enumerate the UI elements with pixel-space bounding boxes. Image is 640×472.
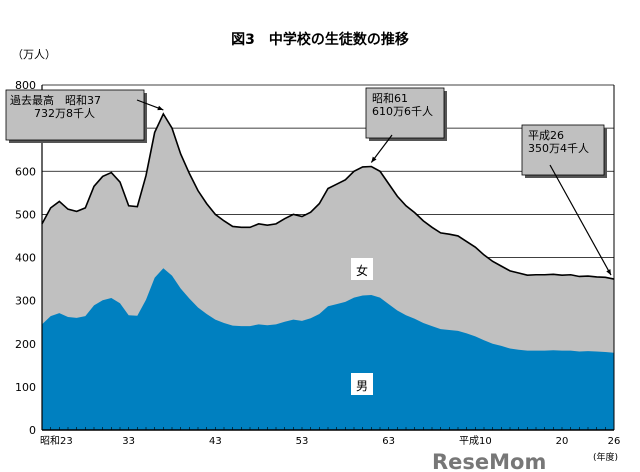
x-tick-label: 26 [608,436,621,447]
annotation-box [521,124,605,176]
y-tick-label: 500 [15,208,36,221]
annotation-text: 732万8千人 [34,107,95,120]
y-tick-label: 800 [15,79,36,92]
arrowhead [606,269,611,276]
arrowhead [157,105,164,111]
series-label: 女 [356,263,368,278]
annotation-box [5,89,145,141]
x-tick-label: 63 [382,436,395,447]
x-tick-label: 昭和23 [40,435,73,447]
arrowhead [371,156,377,163]
y-tick-label: 200 [15,338,36,351]
y-tick-label: 0 [29,424,36,437]
series-label-box [351,258,373,280]
annotation-text: 昭和61 [372,92,408,105]
x-tick-label: 33 [122,436,135,447]
x-tick-label: 53 [296,436,309,447]
x-axis-label: (年度) [593,451,618,463]
annotation-arrow [549,164,612,276]
annotation-text: 610万6千人 [372,105,433,118]
annotation-arrow [370,134,393,163]
total-line [41,112,615,280]
chart-title: 図3 中学校の生徒数の推移 [231,31,409,48]
y-tick-label: 100 [15,381,36,394]
y-axis-unit: （万人） [12,48,56,61]
y-tick-label: 300 [15,295,36,308]
x-tick-label: 平成10 [459,435,492,447]
annotation-text: 350万4千人 [528,142,589,155]
x-tick-label: 20 [556,436,569,447]
series-label-box [351,373,373,395]
area-male [42,268,614,430]
annotation-text: 平成26 [528,129,564,142]
watermark-logo: ReseMom [432,450,546,472]
annotation-box [365,87,445,139]
x-tick-label: 43 [209,436,222,447]
series-label: 男 [356,379,368,393]
y-tick-label: 400 [15,252,36,265]
y-tick-label: 600 [15,165,36,178]
annotation-text: 過去最高 昭和37 [10,93,101,107]
